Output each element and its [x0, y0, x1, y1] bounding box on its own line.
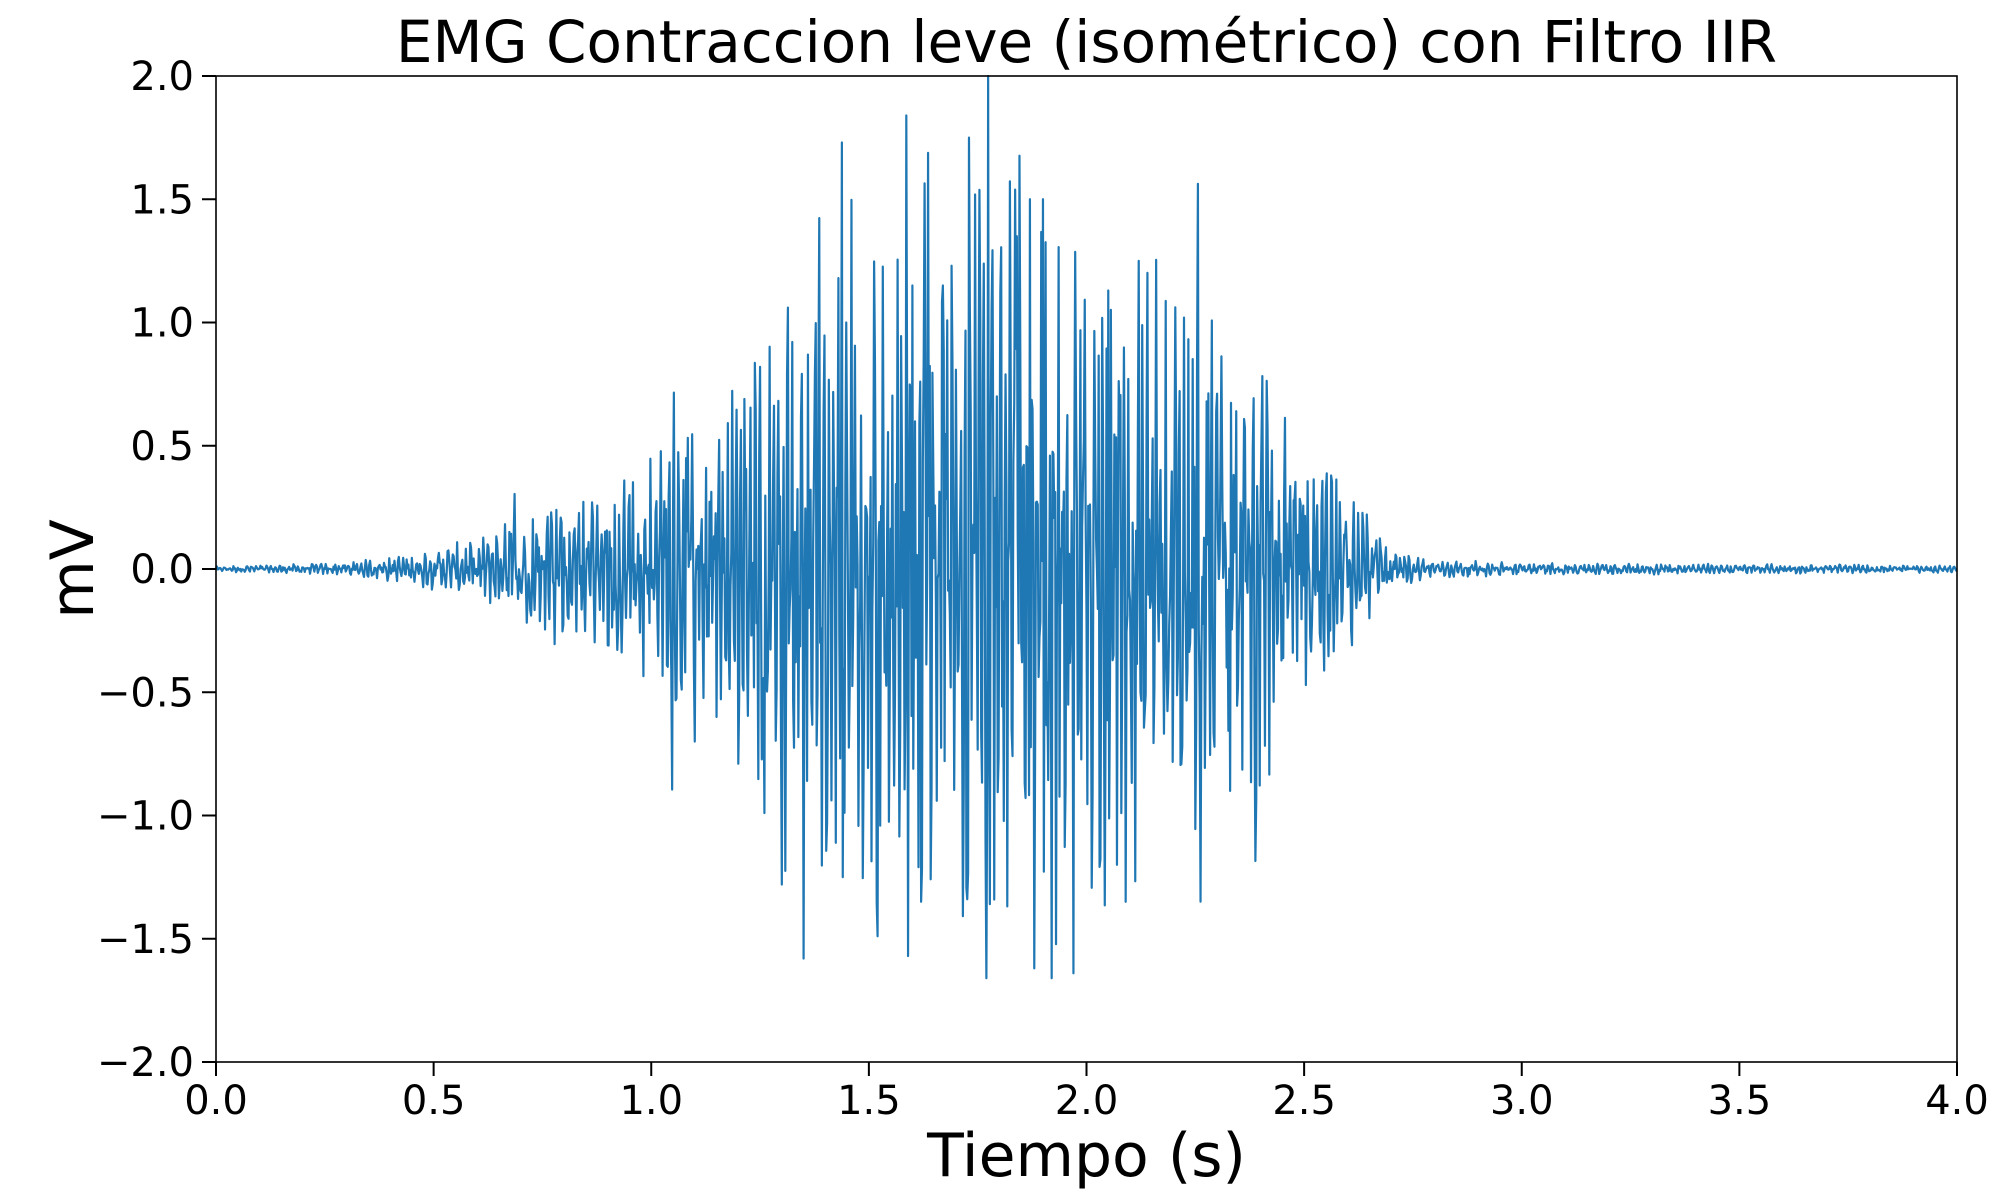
y-axis-title: mV [38, 519, 108, 619]
y-tick-label: −0.5 [97, 670, 194, 716]
x-tick-label: 1.5 [837, 1078, 901, 1124]
y-tick-label: 0.0 [130, 547, 194, 593]
x-axis-ticks: 0.0 0.5 1.0 1.5 2.0 2.5 3.0 3.5 4.0 [184, 1062, 1989, 1124]
x-tick-label: 1.0 [619, 1078, 683, 1124]
x-tick-label: 0.0 [184, 1078, 248, 1124]
x-tick-label: 3.0 [1490, 1078, 1554, 1124]
y-tick-label: −1.0 [97, 794, 194, 840]
y-tick-label: 1.0 [130, 301, 194, 347]
x-tick-label: 2.0 [1055, 1078, 1119, 1124]
x-tick-label: 4.0 [1925, 1078, 1989, 1124]
emg-signal-line [215, 74, 1958, 980]
chart-title: EMG Contraccion leve (isométrico) con Fi… [396, 8, 1777, 76]
x-axis-title: Tiempo (s) [926, 1121, 1246, 1191]
y-tick-label: −2.0 [97, 1040, 194, 1086]
y-axis-ticks: 2.0 1.5 1.0 0.5 0.0 −0.5 −1.0 −1.5 −2.0 [97, 54, 216, 1086]
x-tick-label: 2.5 [1272, 1078, 1336, 1124]
y-tick-label: 1.5 [130, 177, 194, 223]
y-tick-label: 2.0 [130, 54, 194, 100]
x-tick-label: 0.5 [402, 1078, 466, 1124]
y-tick-label: −1.5 [97, 917, 194, 963]
series-layer [215, 74, 1958, 980]
x-tick-label: 3.5 [1708, 1078, 1772, 1124]
y-tick-label: 0.5 [130, 424, 194, 470]
